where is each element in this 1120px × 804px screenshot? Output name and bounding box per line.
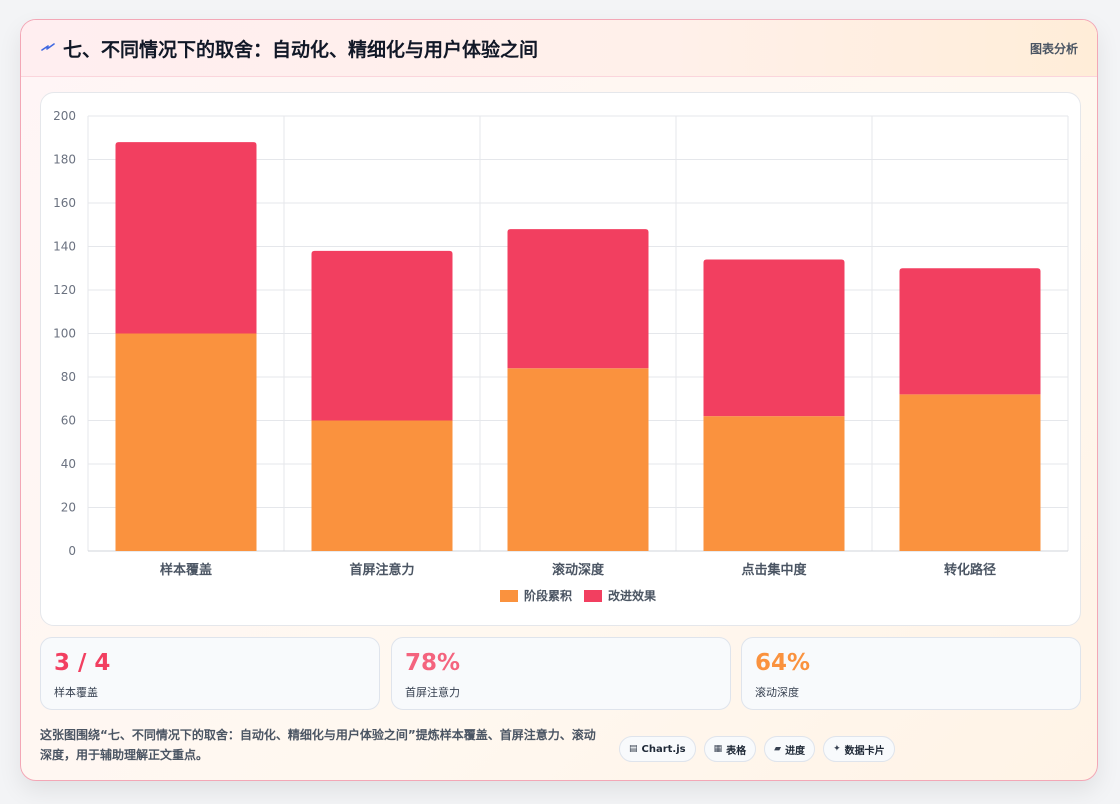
stat-label: 首屏注意力 [405, 686, 460, 699]
bar-improvement-effect [507, 229, 649, 369]
chip-label: 进度 [785, 745, 806, 757]
chart-description: 这张图围绕“七、不同情况下的取舍：自动化、精细化与用户体验之间”提炼样本覆盖、首… [40, 728, 596, 762]
chart-icon: ▤ [629, 744, 638, 754]
bar-improvement-effect [115, 142, 257, 334]
stat-card-scroll-depth: 64% 滚动深度 [741, 637, 1081, 710]
chip-label: Chart.js [641, 743, 686, 755]
progress-icon: ▰ [774, 744, 782, 754]
y-tick-label: 180 [53, 153, 76, 167]
chip-label: 表格 [726, 745, 747, 757]
y-tick-label: 140 [53, 240, 76, 254]
bar-stage-accumulation [311, 420, 453, 551]
stat-value: 3 / 4 [54, 650, 111, 676]
stat-label: 样本覆盖 [54, 686, 98, 699]
card-header: 七、不同情况下的取舍：自动化、精细化与用户体验之间 图表分析 [21, 20, 1097, 77]
stat-value: 64% [755, 650, 811, 676]
y-tick-label: 120 [53, 283, 76, 297]
bar-stage-accumulation [507, 368, 649, 551]
sparkle-icon: ✦ [833, 744, 841, 754]
chip-label: 数据卡片 [844, 745, 885, 757]
y-tick-label: 40 [61, 457, 76, 471]
bar-improvement-effect [703, 259, 845, 417]
chip-table[interactable]: ▦ 表格 [703, 736, 757, 762]
chip-chartjs[interactable]: ▤ Chart.js [619, 736, 696, 762]
y-tick-label: 20 [61, 501, 76, 515]
chart-analysis-tag: 图表分析 [1029, 42, 1078, 56]
x-tick-label: 样本覆盖 [160, 562, 212, 578]
chart-panel: 0 20 40 60 80 100 120 140 160 180 200 样本覆盖 首屏注意力 滚动深度… [40, 92, 1081, 626]
bar-stage-accumulation [899, 394, 1041, 551]
x-tick-label: 首屏注意力 [349, 562, 414, 578]
bar-improvement-effect [311, 250, 453, 421]
page-title: 七、不同情况下的取舍：自动化、精细化与用户体验之间 [63, 39, 539, 61]
legend-label: 阶段累积 [524, 588, 572, 603]
lightning-icon [41, 43, 55, 51]
legend-swatch [500, 590, 518, 602]
y-tick-label: 200 [53, 109, 76, 123]
y-tick-label: 60 [61, 414, 76, 428]
y-tick-label: 80 [61, 370, 76, 384]
bar-stage-accumulation [703, 416, 845, 551]
chip-data-card[interactable]: ✦ 数据卡片 [823, 736, 895, 762]
stat-value: 78% [405, 650, 461, 676]
stat-label: 滚动深度 [755, 686, 799, 699]
y-tick-label: 160 [53, 196, 76, 210]
chip-progress[interactable]: ▰ 进度 [764, 736, 816, 762]
table-icon: ▦ [713, 744, 723, 754]
y-tick-label: 100 [53, 327, 76, 341]
x-tick-label: 点击集中度 [741, 562, 807, 578]
bar-stage-accumulation [115, 333, 257, 551]
stacked-bar-chart: 0 20 40 60 80 100 120 140 160 180 200 样本覆盖 首屏注意力 滚动深度… [53, 109, 1069, 603]
tech-chips: ▤ Chart.js ▦ 表格 ▰ 进度 ✦ 数据卡片 [619, 736, 895, 762]
bar-improvement-effect [899, 268, 1041, 395]
x-tick-label: 滚动深度 [552, 562, 605, 578]
stat-card-sample-coverage: 3 / 4 样本覆盖 [40, 637, 380, 710]
x-tick-label: 转化路径 [944, 562, 996, 578]
stat-card-first-screen-attention: 78% 首屏注意力 [391, 637, 731, 710]
legend-swatch [584, 590, 602, 602]
chart-card: 七、不同情况下的取舍：自动化、精细化与用户体验之间 图表分析 0 20 40 60 80… [20, 19, 1098, 781]
y-tick-label: 0 [68, 544, 76, 558]
legend-label: 改进效果 [608, 588, 656, 603]
